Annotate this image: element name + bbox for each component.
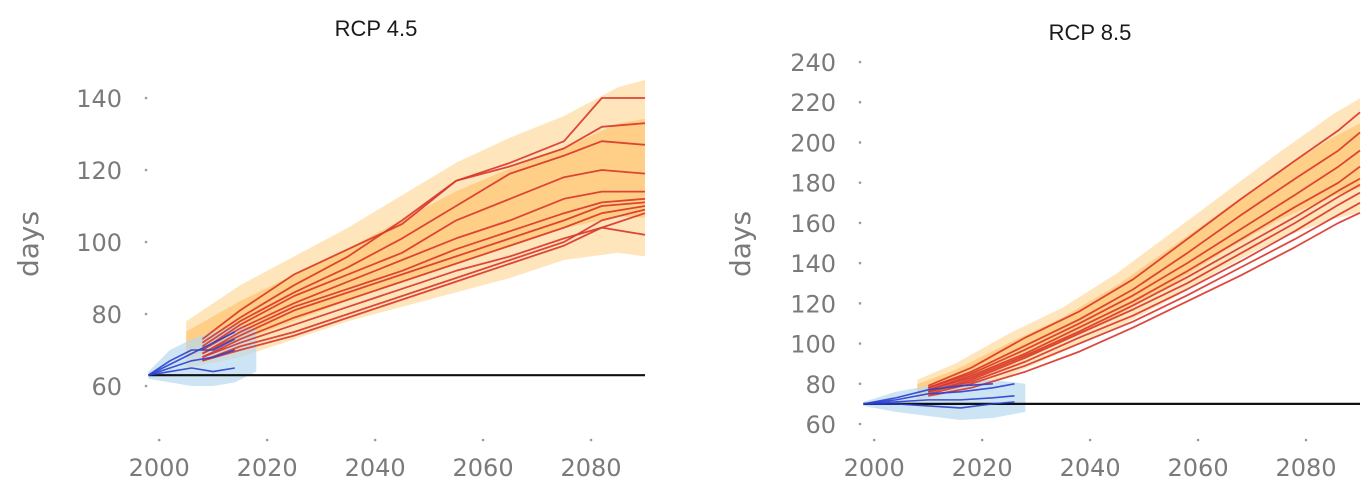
chart-rcp85: RCP 8.5 days 60 80 100 120 140 160 180 200 220 240 2… bbox=[724, 20, 1361, 482]
y-tick-label: 140 bbox=[76, 85, 122, 113]
future-core-band bbox=[186, 118, 645, 358]
future-series-line bbox=[927, 191, 1361, 393]
x-tick-mark bbox=[373, 438, 377, 442]
y-axis-label: days bbox=[724, 211, 757, 277]
x-tick-label: 2040 bbox=[1060, 454, 1121, 482]
future-series-line bbox=[927, 111, 1361, 387]
x-tick-mark bbox=[589, 438, 593, 442]
y-tick-mark bbox=[144, 384, 148, 388]
chart-title: RCP 4.5 bbox=[335, 16, 418, 41]
y-tick-mark bbox=[858, 261, 862, 265]
future-series-line bbox=[201, 190, 645, 351]
future-series-line bbox=[927, 131, 1361, 389]
y-tick-label: 220 bbox=[790, 89, 836, 117]
x-tick-mark bbox=[1196, 438, 1200, 442]
x-tick-label: 2040 bbox=[345, 454, 406, 482]
y-tick-mark bbox=[858, 382, 862, 386]
y-tick-label: 120 bbox=[790, 290, 836, 318]
x-tick-label: 2000 bbox=[129, 454, 190, 482]
historical-series-line bbox=[148, 349, 236, 376]
future-series-line bbox=[202, 226, 646, 359]
y-tick-mark bbox=[858, 302, 862, 305]
x-tick-mark bbox=[1088, 438, 1092, 442]
future-series-line bbox=[201, 197, 646, 355]
future-series-line bbox=[927, 201, 1361, 395]
future-series-line bbox=[928, 212, 1361, 397]
y-tick-mark bbox=[858, 342, 862, 345]
historical-series-line bbox=[863, 395, 1015, 405]
future-series-line bbox=[201, 140, 646, 348]
historical-series-line bbox=[147, 338, 236, 376]
historical-series-line bbox=[148, 367, 235, 376]
y-tick-label: 120 bbox=[76, 157, 122, 185]
y-tick-mark bbox=[144, 96, 148, 100]
future-series-line bbox=[202, 212, 646, 362]
future-series-line bbox=[927, 165, 1361, 391]
y-tick-label: 60 bbox=[805, 411, 836, 439]
x-tick-mark bbox=[1304, 438, 1308, 442]
future-series-line bbox=[201, 205, 646, 359]
historical-series-line bbox=[863, 401, 1015, 409]
y-tick-label: 140 bbox=[790, 250, 836, 278]
x-tick-mark bbox=[157, 438, 161, 442]
y-tick-label: 100 bbox=[76, 229, 122, 257]
y-tick-label: 60 bbox=[91, 373, 122, 401]
y-tick-label: 80 bbox=[91, 301, 122, 329]
chart-rcp45: RCP 4.5 days 60 80 100 120 140 2000 2020 2040 2060… bbox=[12, 16, 646, 482]
y-tick-label: 180 bbox=[790, 170, 836, 198]
y-tick-mark bbox=[144, 240, 148, 244]
future-core-band bbox=[917, 123, 1360, 396]
future-series-line bbox=[201, 169, 646, 351]
y-tick-mark bbox=[858, 422, 862, 426]
historical-series-line bbox=[148, 331, 236, 376]
y-tick-mark bbox=[144, 168, 148, 172]
future-spread-band bbox=[186, 80, 645, 368]
x-tick-mark bbox=[265, 438, 269, 442]
y-tick-label: 160 bbox=[790, 210, 836, 238]
y-tick-mark bbox=[858, 100, 862, 104]
y-tick-mark bbox=[858, 181, 862, 184]
x-tick-label: 2060 bbox=[1168, 454, 1229, 482]
y-tick-label: 100 bbox=[790, 331, 836, 359]
historical-series-line bbox=[863, 382, 993, 405]
x-tick-label: 2080 bbox=[560, 454, 621, 482]
y-tick-mark bbox=[858, 60, 862, 64]
future-series-line bbox=[201, 201, 646, 355]
x-tick-mark bbox=[481, 438, 485, 442]
x-tick-label: 2080 bbox=[1275, 454, 1336, 482]
x-tick-label: 2020 bbox=[237, 454, 298, 482]
x-tick-label: 2020 bbox=[952, 454, 1013, 482]
future-spread-band bbox=[917, 98, 1360, 400]
x-tick-mark bbox=[872, 438, 876, 442]
future-series-line bbox=[927, 149, 1361, 389]
chart-title: RCP 8.5 bbox=[1049, 20, 1132, 45]
future-series-line bbox=[201, 97, 645, 340]
future-series-line bbox=[927, 183, 1361, 393]
y-tick-mark bbox=[144, 312, 148, 316]
x-tick-label: 2060 bbox=[453, 454, 514, 482]
x-tick-mark bbox=[980, 438, 984, 442]
y-axis-label: days bbox=[12, 211, 45, 277]
future-series-line bbox=[927, 177, 1361, 391]
future-series-line bbox=[201, 122, 646, 344]
y-tick-label: 200 bbox=[790, 129, 836, 157]
y-tick-label: 240 bbox=[790, 49, 836, 77]
x-tick-label: 2000 bbox=[844, 454, 905, 482]
y-tick-mark bbox=[858, 221, 862, 225]
future-series-line bbox=[202, 208, 646, 362]
y-tick-label: 80 bbox=[805, 371, 836, 399]
historical-series-line bbox=[863, 382, 1015, 405]
y-tick-mark bbox=[858, 141, 862, 144]
